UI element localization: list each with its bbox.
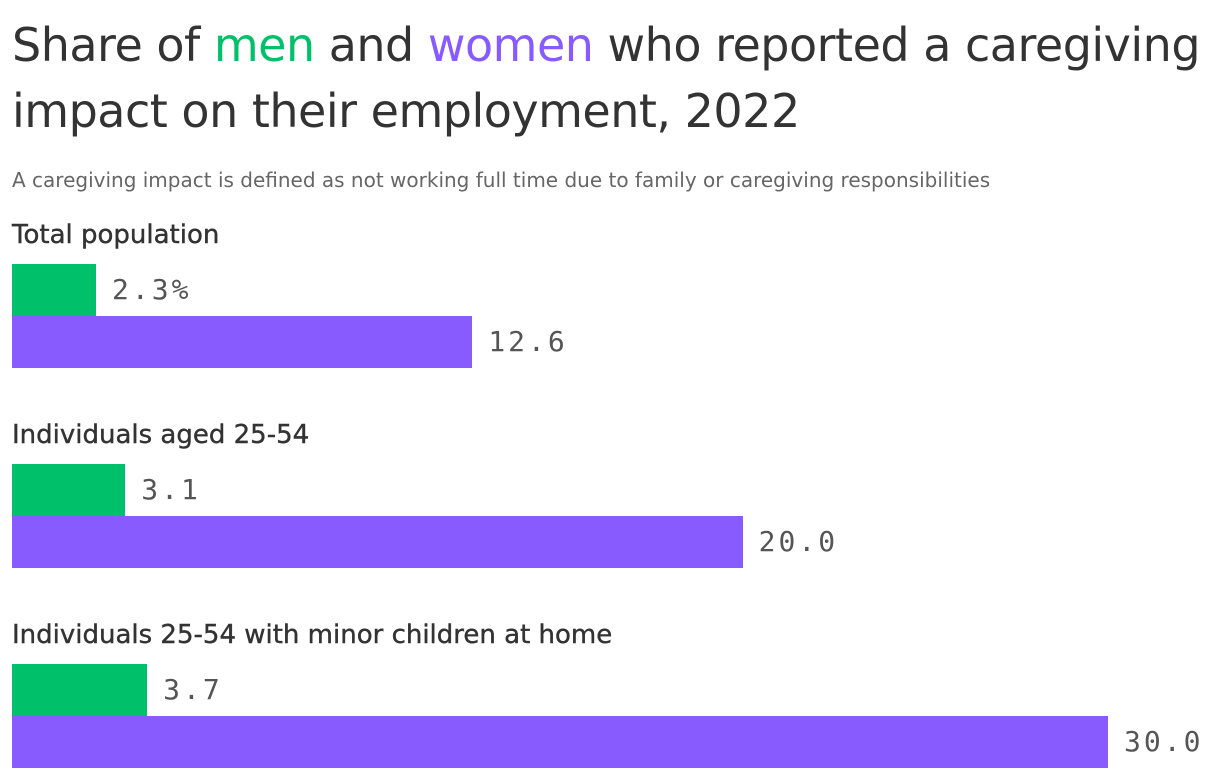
chart-subtitle: A caregiving impact is defined as not wo… — [12, 168, 991, 192]
value-label-men-total-population: 2.3% — [112, 273, 192, 306]
value-label-women-individuals-25-54-with-minor-children-at-home: 30.0 — [1124, 725, 1204, 758]
bar-men-individuals-25-54-with-minor-children-at-home — [12, 664, 148, 716]
category-label-individuals-25-54-with-minor-children-at-home: Individuals 25-54 with minor children at… — [12, 620, 613, 650]
bar-men-individuals-aged-25-54 — [12, 464, 126, 516]
value-label-men-individuals-aged-25-54: 3.1 — [141, 473, 201, 506]
category-label-total-population: Total population — [12, 220, 220, 250]
bar-women-individuals-25-54-with-minor-children-at-home — [12, 716, 1108, 768]
title-prefix: Share of — [12, 18, 214, 72]
value-label-women-total-population: 12.6 — [488, 325, 568, 358]
chart-title: Share of men and women who reported a ca… — [12, 12, 1202, 144]
title-suffix: who reported a caregiving impact on thei… — [12, 18, 1201, 138]
category-label-individuals-aged-25-54: Individuals aged 25-54 — [12, 420, 310, 450]
title-women-legend: women — [427, 18, 594, 72]
title-middle: and — [314, 18, 428, 72]
bar-women-total-population — [12, 316, 473, 368]
value-label-men-individuals-25-54-with-minor-children-at-home: 3.7 — [163, 673, 223, 706]
bar-men-total-population — [12, 264, 97, 316]
value-label-women-individuals-aged-25-54: 20.0 — [758, 525, 839, 558]
title-men-legend: men — [213, 18, 315, 72]
bar-women-individuals-aged-25-54 — [12, 516, 743, 568]
